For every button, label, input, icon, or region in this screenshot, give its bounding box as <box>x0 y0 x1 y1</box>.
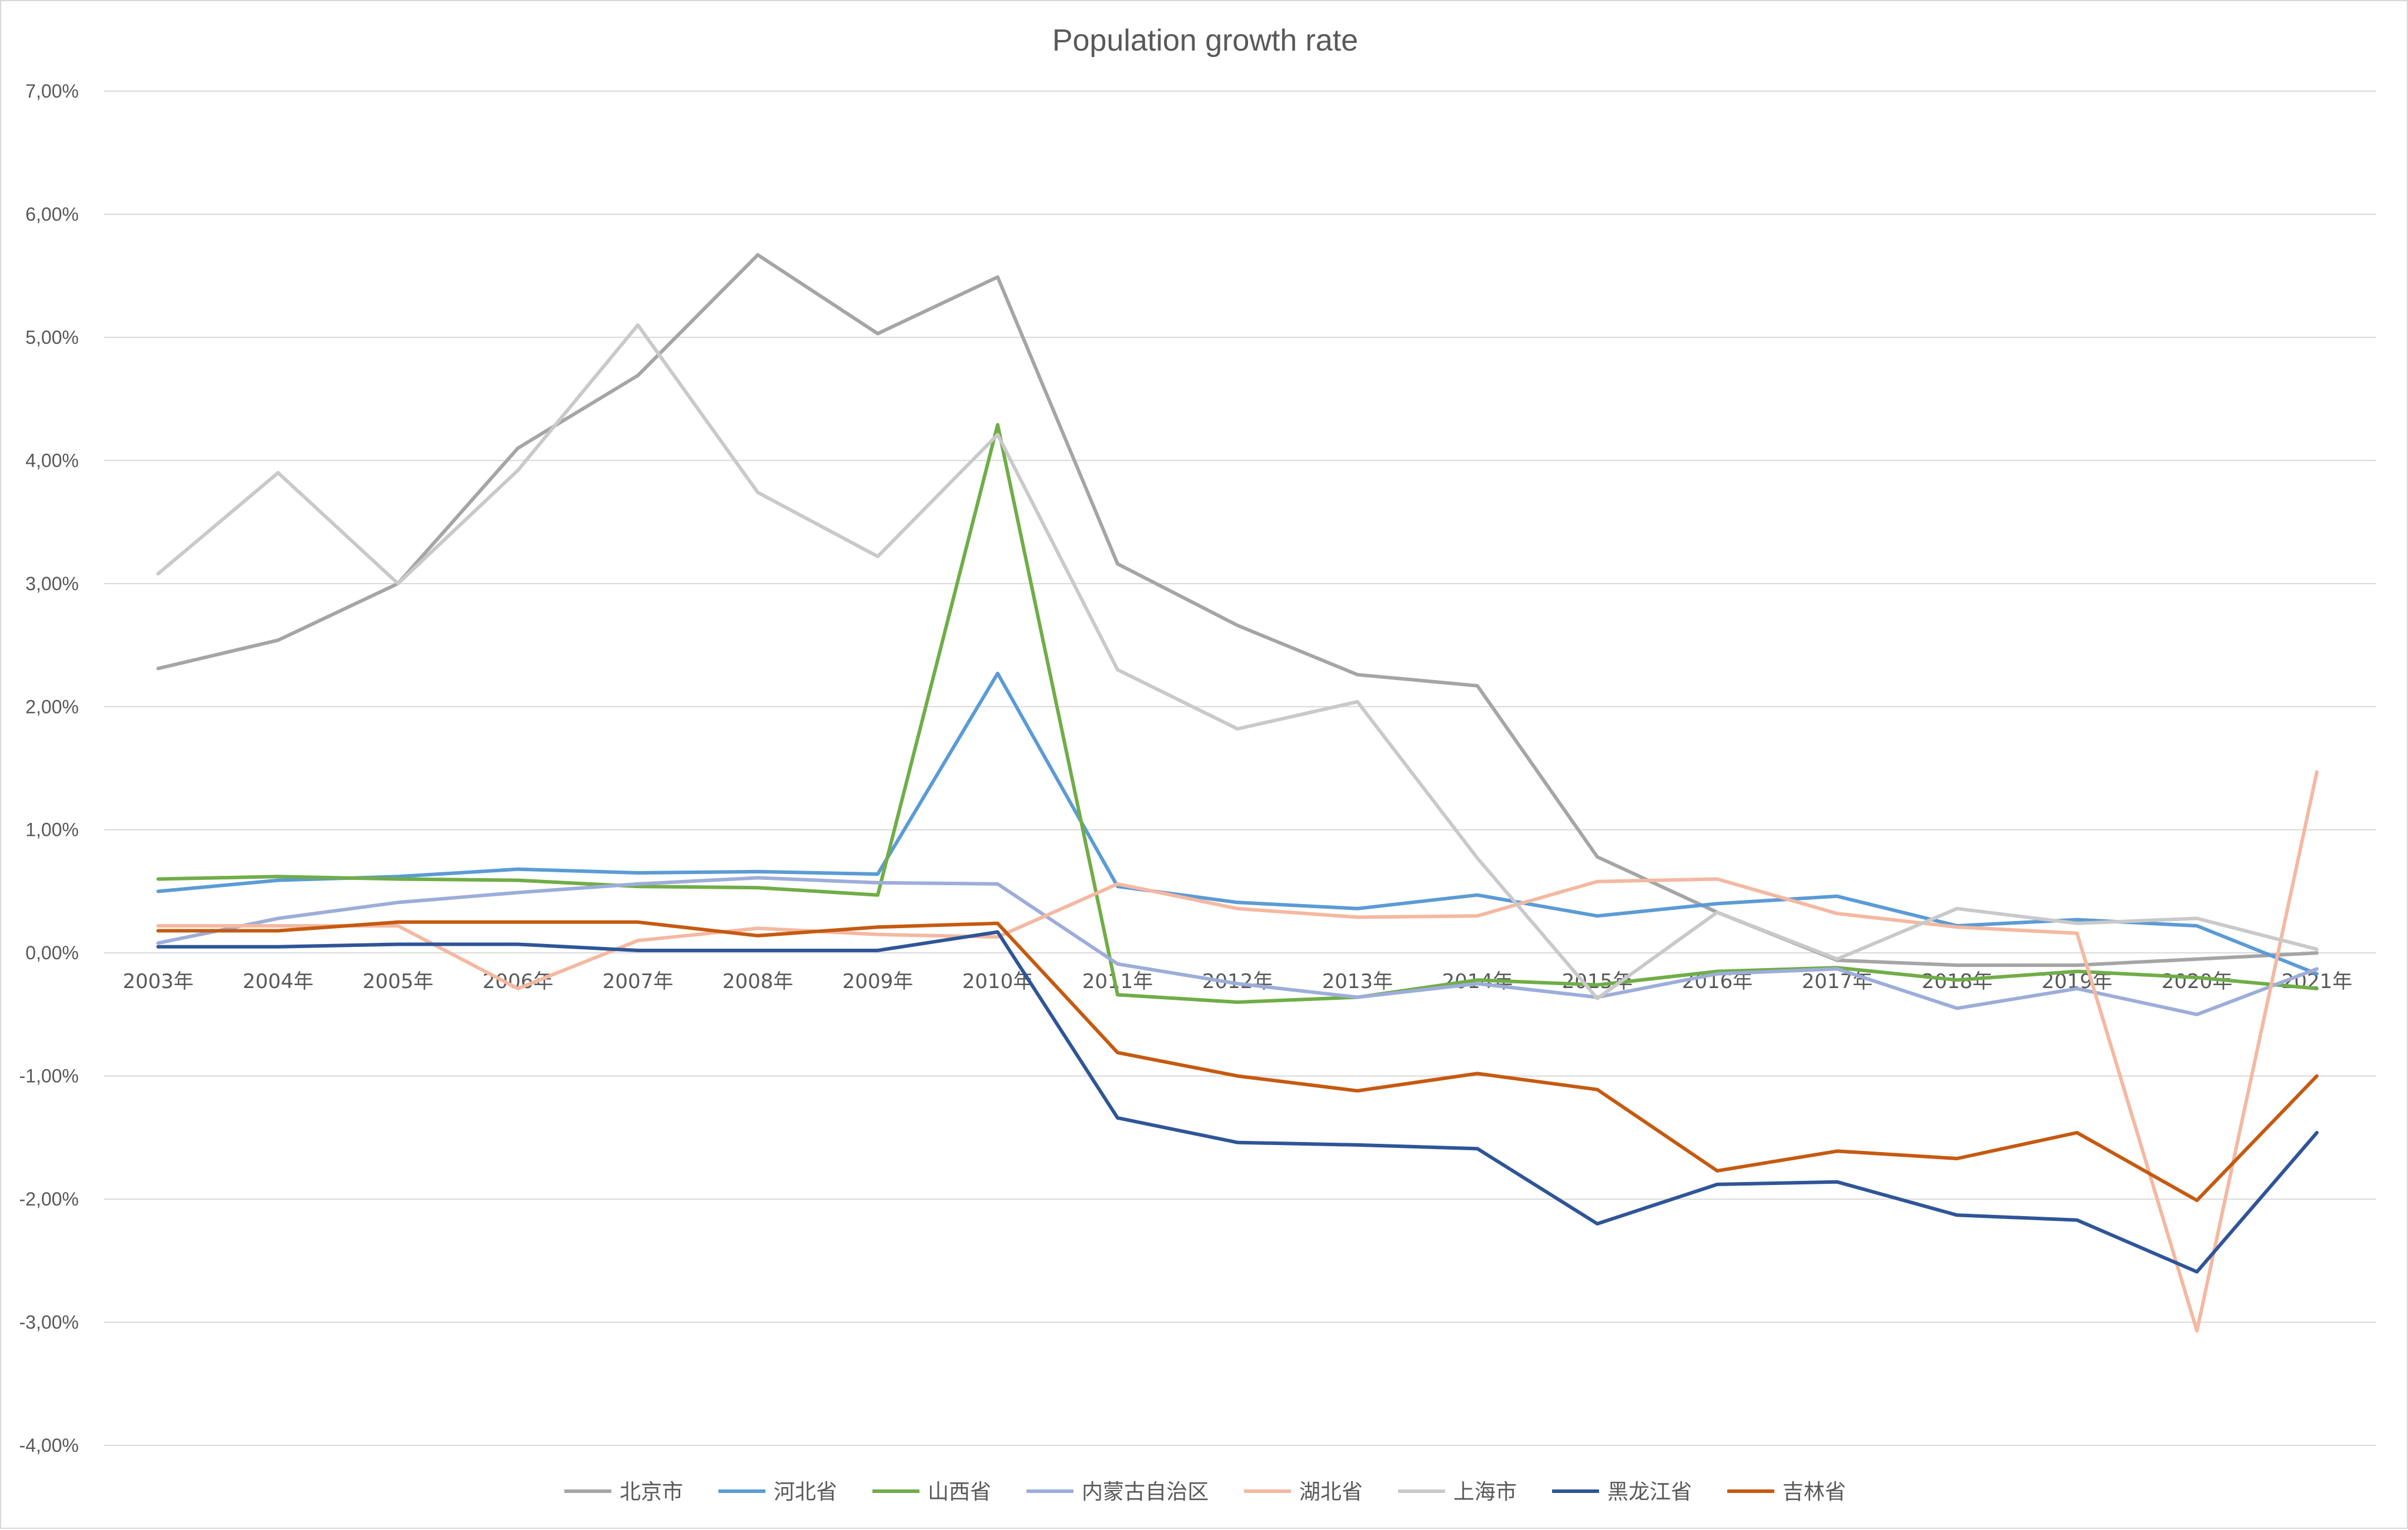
chart-title: Population growth rate <box>1052 24 1358 58</box>
legend-item: 内蒙古自治区 <box>1026 1480 1209 1504</box>
y-tick-label: 1,00% <box>25 819 79 841</box>
legend-label: 北京市 <box>620 1480 683 1504</box>
y-tick-label: 4,00% <box>25 450 79 471</box>
legend-item: 山西省 <box>872 1480 991 1504</box>
series-line <box>156 920 2319 1203</box>
legend-label: 黑龙江省 <box>1607 1480 1692 1504</box>
y-tick-label: 0,00% <box>25 942 79 963</box>
series-line <box>156 323 2319 1000</box>
y-tick-label: -1,00% <box>19 1066 79 1087</box>
legend-item: 湖北省 <box>1244 1480 1363 1504</box>
x-tick-label: 2003年 <box>123 970 194 993</box>
x-tick-label: 2012年 <box>1202 970 1273 993</box>
series-line <box>156 876 2319 1016</box>
x-tick-label: 2013年 <box>1322 970 1393 993</box>
legend-label: 上海市 <box>1453 1480 1517 1504</box>
legend-item: 黑龙江省 <box>1552 1480 1692 1504</box>
x-tick-label: 2004年 <box>243 970 314 993</box>
y-tick-label: 3,00% <box>25 573 79 594</box>
series-line <box>156 253 2319 967</box>
series-line <box>156 930 2319 1274</box>
y-tick-label: 6,00% <box>25 203 79 225</box>
legend-item: 上海市 <box>1398 1480 1517 1504</box>
legend-label: 山西省 <box>928 1480 991 1504</box>
y-tick-label: 7,00% <box>25 81 79 102</box>
x-tick-label: 2010年 <box>962 970 1034 993</box>
legend-label: 河北省 <box>774 1480 837 1504</box>
legend-label: 湖北省 <box>1299 1480 1363 1504</box>
y-tick-label: -2,00% <box>19 1188 79 1210</box>
legend-item: 北京市 <box>564 1480 683 1504</box>
y-tick-label: 2,00% <box>25 696 79 717</box>
y-tick-label: -4,00% <box>19 1435 79 1456</box>
legend-label: 吉林省 <box>1782 1480 1846 1504</box>
y-axis-labels: 7,00% 6,00% 5,00% 4,00% 3,00% 2,00% 1,00% 0,00%… <box>19 81 79 1456</box>
x-tick-label: 2017年 <box>1802 970 1873 993</box>
legend-item: 吉林省 <box>1727 1480 1846 1504</box>
gridlines <box>104 91 2376 1446</box>
series-line <box>156 770 2319 1333</box>
legend-item: 河北省 <box>718 1480 837 1504</box>
x-tick-label: 2007年 <box>603 970 674 993</box>
series-lines <box>156 253 2319 1333</box>
x-axis-labels: 2003年 2004年 2005年 2006年 2007年 2008年 2009年 2010年… <box>123 970 2353 993</box>
y-tick-label: -3,00% <box>19 1312 79 1333</box>
legend: 北京市 河北省 山西省 内蒙古自治区 湖北省 上海市 黑龙江省 吉林省 <box>564 1480 1846 1504</box>
x-tick-label: 2009年 <box>842 970 914 993</box>
x-tick-label: 2005年 <box>363 970 434 993</box>
legend-label: 内蒙古自治区 <box>1082 1480 1209 1504</box>
x-tick-label: 2020年 <box>2162 970 2233 993</box>
series-line <box>156 423 2319 1004</box>
x-tick-label: 2008年 <box>723 970 794 993</box>
y-tick-label: 5,00% <box>25 327 79 348</box>
